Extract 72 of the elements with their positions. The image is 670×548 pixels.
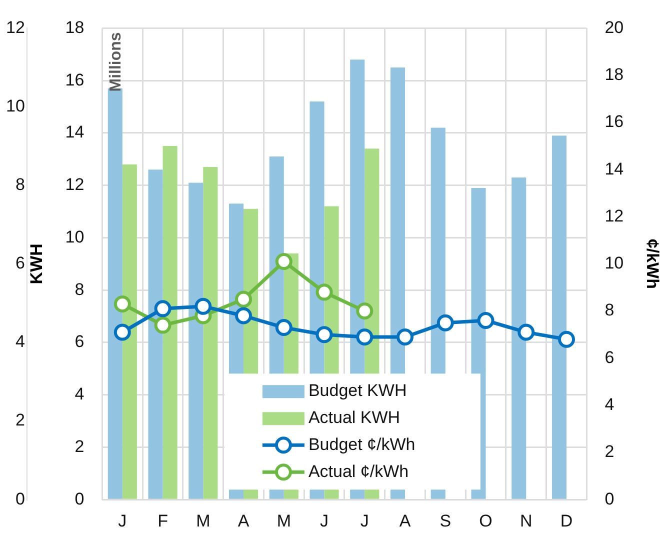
y3-tick-label: 4 [15, 332, 25, 352]
x-tick-label: J [118, 511, 127, 530]
y-tick-label: 6 [74, 332, 84, 352]
y-axis-title: KWH [26, 244, 46, 284]
y-tick-label: 2 [74, 436, 84, 456]
y-tick-label: 12 [65, 175, 84, 194]
point [275, 319, 292, 336]
legend-label: Actual ¢/kWh [308, 462, 409, 481]
y-tick-label: 18 [65, 18, 84, 37]
x-tick-label: J [360, 511, 369, 530]
x-tick-label: F [158, 511, 168, 530]
bar [162, 146, 178, 499]
bar [188, 182, 204, 499]
x-tick-label: M [196, 511, 210, 530]
bar [552, 136, 567, 499]
y-tick-label: 10 [65, 227, 84, 246]
point [235, 307, 252, 324]
point [194, 298, 212, 315]
y-tick-label: 14 [65, 122, 84, 142]
y3-tick-label: 2 [15, 410, 25, 430]
y-tick-label: 0 [74, 489, 84, 508]
y2-tick-label: 12 [604, 206, 624, 226]
y-tick-label: 4 [74, 384, 84, 404]
x-tick-label: M [276, 511, 291, 530]
point [316, 284, 333, 301]
point [396, 328, 414, 346]
point [436, 314, 454, 332]
bar [148, 170, 163, 499]
point [316, 326, 333, 344]
point [356, 328, 374, 346]
y2-tick-label: 18 [604, 65, 624, 84]
point [275, 253, 292, 270]
y2-tick-label: 14 [604, 159, 624, 178]
legend-label: Budget ¢/kWh [308, 434, 416, 454]
point [154, 316, 172, 334]
bar [203, 167, 218, 499]
y2-tick-label: 2 [604, 442, 614, 462]
y2-tick-label: 8 [604, 300, 614, 320]
point [114, 295, 131, 312]
y3-tick-label: 0 [15, 489, 25, 508]
y2-tick-label: 0 [604, 489, 614, 508]
y3-tick-label: 6 [15, 254, 25, 273]
y3-tick-label: 12 [6, 18, 25, 37]
y-tick-label: 16 [65, 70, 84, 90]
y2-tick-label: 6 [604, 348, 614, 367]
x-tick-label: J [320, 511, 329, 530]
y3-tick-label: 8 [15, 175, 25, 194]
x-tick-label: D [560, 511, 573, 530]
legend-label: Actual KWH [308, 408, 400, 427]
legend-label: Budget KWH [308, 380, 407, 400]
x-tick-label: A [399, 511, 412, 530]
y2-tick-label: 4 [604, 395, 614, 414]
y-tick-label: 8 [74, 280, 84, 299]
x-tick-label: A [238, 511, 250, 530]
x-tick-label: S [440, 511, 452, 530]
x-tick-label: O [479, 511, 492, 530]
y2-tick-label: 10 [604, 254, 624, 273]
x-tick-label: N [520, 511, 532, 530]
bar [512, 177, 526, 499]
point [356, 302, 374, 320]
y3-tick-label: 10 [6, 96, 25, 116]
annotation: Millions [108, 32, 125, 92]
y2-axis-title: ¢/kWh [643, 238, 662, 289]
bar [122, 164, 137, 499]
y2-tick-label: 16 [604, 112, 624, 132]
point [154, 300, 172, 318]
point [477, 312, 494, 329]
point [114, 324, 131, 341]
point [558, 330, 576, 348]
point [518, 324, 535, 341]
y2-tick-label: 20 [604, 18, 624, 37]
point [235, 290, 252, 308]
